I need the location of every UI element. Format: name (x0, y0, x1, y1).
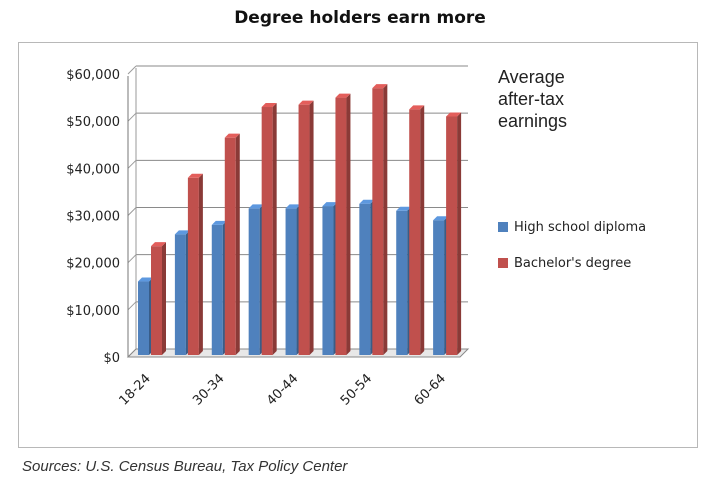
x-tick-label: 50-54 (338, 371, 375, 408)
bar-face (211, 224, 223, 355)
gridline-depth (127, 65, 137, 75)
bar-face (248, 208, 260, 355)
legend-swatch (498, 258, 508, 268)
chart-frame (18, 42, 698, 448)
bar-face (335, 97, 347, 355)
bar (138, 277, 153, 355)
legend-item-high-school: High school diploma (498, 218, 646, 236)
bar (248, 204, 264, 355)
bar-top (174, 230, 190, 235)
bar-top (359, 199, 375, 204)
bar-top (151, 242, 166, 247)
legend-label: Bachelor's degree (514, 255, 632, 271)
bar-top (372, 84, 388, 89)
bar-face (372, 88, 384, 356)
bar-side (383, 84, 388, 356)
bar-top (396, 206, 412, 211)
bar-top (224, 133, 240, 138)
bar-face (433, 220, 445, 355)
bar-face (396, 210, 408, 355)
bar-top (322, 202, 338, 207)
bar (433, 216, 449, 355)
bar-top (446, 112, 462, 117)
x-tick-label: 30-34 (190, 371, 227, 408)
bar (224, 133, 240, 355)
bar-top (335, 93, 351, 98)
bar (446, 112, 462, 355)
x-tick-label: 60-64 (412, 371, 449, 408)
y-tick-label: $10,000 (66, 304, 120, 319)
bar-face (224, 137, 236, 355)
y-tick-labels: $0 $10,000 $20,000 $30,000 $40,000 $50,000 $60… (66, 68, 120, 366)
bar-top (187, 173, 203, 178)
bar-side (457, 112, 462, 355)
gridline-depth (127, 301, 137, 311)
bar (285, 204, 301, 355)
bar-face (446, 116, 458, 355)
bar-top (138, 277, 153, 282)
legend-swatch (498, 222, 508, 232)
bar-top (248, 204, 264, 209)
bar (151, 242, 166, 355)
bar-face (359, 203, 371, 355)
bar-face (409, 109, 421, 355)
bar (359, 199, 375, 355)
y-axis-label-line: after-tax (498, 89, 565, 109)
x-tick-labels: 18-24 30-34 40-44 50-54 60-64 (117, 371, 449, 408)
bar-top (433, 216, 449, 221)
bar-face (174, 234, 186, 355)
bar-face (285, 208, 297, 355)
gridline-depth (127, 254, 137, 264)
bar-top (285, 204, 301, 209)
y-tick-label: $0 (103, 351, 120, 366)
source-note: Sources: U.S. Census Bureau, Tax Policy … (22, 458, 348, 475)
y-tick-label: $40,000 (66, 162, 120, 177)
bar (187, 173, 203, 355)
bar-face (298, 104, 310, 356)
x-tick-label: 18-24 (117, 371, 154, 408)
y-axis-label-line: Average (498, 67, 565, 87)
bar-top (261, 103, 277, 108)
bar-top (298, 100, 314, 105)
bar (298, 100, 314, 356)
bar-face (151, 246, 162, 355)
bar-top (211, 220, 227, 225)
bar (372, 84, 388, 356)
chart-title: Degree holders earn more (234, 8, 486, 28)
bar-face (322, 206, 334, 355)
bar-top (409, 105, 425, 110)
bar-side (346, 93, 351, 355)
bar (322, 202, 338, 355)
legend-label: High school diploma (514, 219, 647, 235)
bar-side (309, 100, 314, 356)
bar-side (162, 242, 166, 355)
y-axis-label-line: earnings (498, 111, 568, 131)
x-tick-label: 40-44 (264, 371, 301, 408)
bar-side (198, 173, 203, 355)
bar (174, 230, 190, 355)
bar-side (420, 105, 425, 355)
bar-side (235, 133, 240, 355)
y-tick-label: $30,000 (66, 210, 120, 225)
gridline-depth (127, 159, 137, 169)
bar-face (138, 281, 149, 355)
bar-side (272, 103, 277, 356)
y-axis-label: Average after-tax earnings (498, 66, 668, 132)
bar (409, 105, 425, 355)
bar-face (261, 107, 273, 356)
gridline-depth (127, 207, 137, 216)
bar (396, 206, 412, 355)
bar (261, 103, 277, 356)
bar (211, 220, 227, 355)
legend: High school diploma Bachelor's degree (498, 218, 646, 290)
gridline-depth (127, 112, 137, 122)
bar (335, 93, 351, 355)
legend-item-bachelors: Bachelor's degree (498, 254, 646, 272)
y-tick-label: $60,000 (66, 68, 120, 83)
bars (138, 84, 462, 356)
y-tick-label: $20,000 (66, 257, 120, 272)
y-tick-label: $50,000 (66, 115, 120, 130)
bar-face (187, 177, 199, 355)
